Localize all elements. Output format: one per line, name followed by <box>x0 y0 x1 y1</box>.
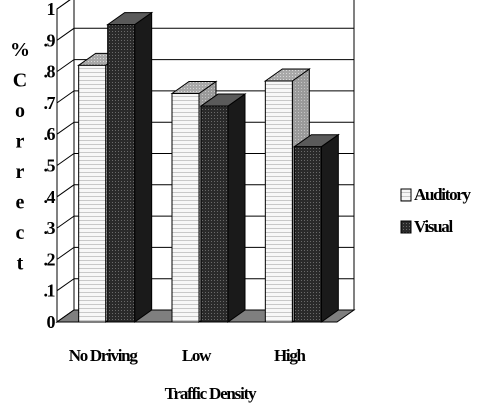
bar-front <box>171 93 200 323</box>
bars <box>77 11 340 323</box>
y-tick-label-0-9: .9 <box>44 30 56 50</box>
legend: Auditory Visual <box>393 180 473 246</box>
y-tick-label-0-6: .6 <box>44 124 56 144</box>
gridline-0-6 <box>56 121 354 135</box>
bar-side <box>227 93 246 323</box>
gridline-0-3 <box>56 215 354 229</box>
side-wall <box>56 0 75 323</box>
y-tick-label-0-7: .7 <box>44 93 56 113</box>
x-category-no-driving: No Driving <box>69 346 139 365</box>
bar-side <box>134 11 153 323</box>
y-label-char-6: c <box>16 222 25 244</box>
x-category-high: High <box>274 346 307 365</box>
legend-swatch-auditory <box>400 188 412 202</box>
bar-front <box>107 24 136 323</box>
y-tick-label-0: 0 <box>47 312 56 332</box>
y-tick-label-0-5: .5 <box>44 156 56 176</box>
bar-front <box>264 80 293 323</box>
y-label-char-3: r <box>16 131 25 153</box>
y-tick-label-0-3: .3 <box>44 218 56 238</box>
y-tick-label-0-4: .4 <box>44 187 56 207</box>
y-tick-label-1: 1 <box>47 0 56 19</box>
bar-visual-low <box>199 93 247 323</box>
bar-front <box>200 105 229 323</box>
y-label-char-1: C <box>13 70 27 92</box>
y-label-char-2: o <box>15 100 25 122</box>
y-label-char-4: r <box>16 161 25 183</box>
x-axis-title: Traffic Density <box>165 384 257 403</box>
bar-front <box>78 64 107 323</box>
legend-label-auditory: Auditory <box>414 185 472 204</box>
gridline-0-1 <box>56 278 354 292</box>
bar-front <box>293 146 322 323</box>
gridline-0-9 <box>56 27 354 41</box>
x-category-low: Low <box>182 346 212 365</box>
bar-visual-no-driving <box>106 11 154 323</box>
gridline-0-7 <box>56 90 354 104</box>
gridline-0-5 <box>56 153 354 166</box>
gridline-0-8 <box>56 59 354 73</box>
gridline-1 <box>56 0 71 10</box>
y-label-char-7: t <box>17 253 24 275</box>
y-label-char-5: e <box>16 192 25 214</box>
y-axis-ticks: 0 .1 .2 .3 .4 .5 .6 .7 .8 .9 1 <box>44 0 58 332</box>
gridline-0-2 <box>56 246 354 260</box>
y-tick-label-0-8: .8 <box>44 62 56 82</box>
y-tick-label-0-2: .2 <box>44 249 56 269</box>
y-label-char-0: % <box>10 39 30 61</box>
legend-swatch-visual <box>400 220 412 234</box>
x-axis-categories: No Driving Low High <box>69 346 308 365</box>
gridline-0-4 <box>56 184 354 198</box>
bar-side <box>320 133 339 323</box>
legend-label-visual: Visual <box>414 217 453 236</box>
bar-visual-high <box>292 133 340 323</box>
y-tick-label-0-1: .1 <box>44 281 56 301</box>
